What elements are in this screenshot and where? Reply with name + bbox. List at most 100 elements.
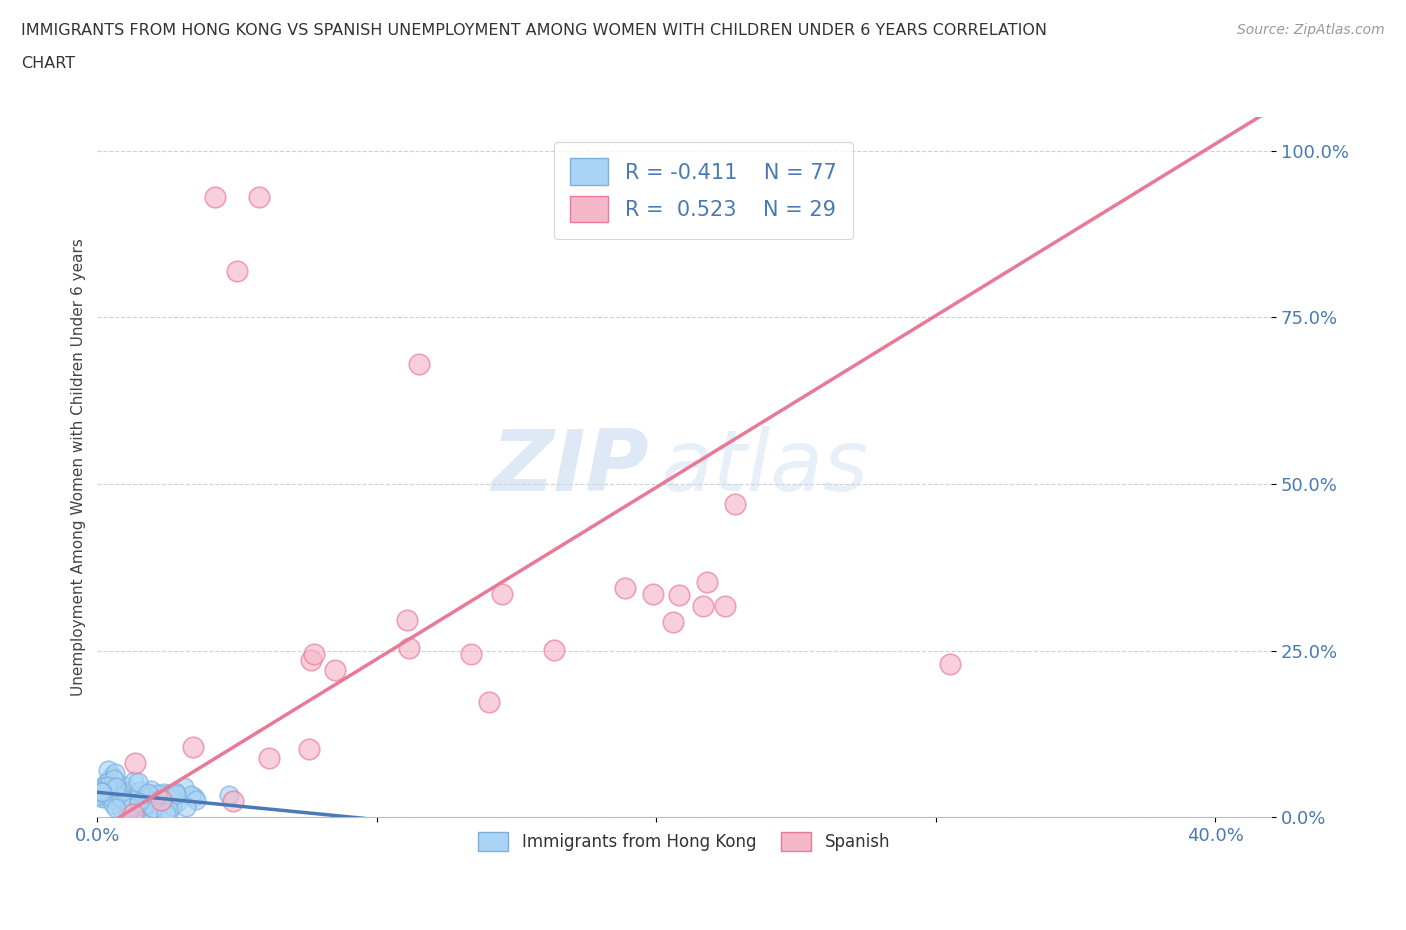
Point	[110, 802, 132, 817]
Point	[257, 751, 280, 765]
Point	[157, 804, 180, 818]
Point	[104, 801, 127, 816]
Point	[96, 788, 118, 803]
Point	[89, 784, 111, 799]
Point	[204, 190, 226, 205]
Point	[128, 789, 150, 804]
Legend: Immigrants from Hong Kong, Spanish: Immigrants from Hong Kong, Spanish	[472, 826, 897, 858]
Point	[614, 581, 637, 596]
Point	[104, 779, 127, 794]
Point	[396, 613, 419, 628]
Point	[117, 804, 139, 818]
Point	[103, 772, 125, 787]
Point	[491, 587, 513, 602]
Point	[101, 768, 124, 783]
Point	[105, 787, 128, 802]
Point	[103, 793, 125, 808]
Point	[93, 786, 115, 801]
Point	[157, 786, 180, 801]
Point	[114, 778, 136, 793]
Point	[118, 800, 141, 815]
Point	[184, 792, 207, 807]
Point	[142, 801, 165, 816]
Point	[101, 791, 124, 806]
Point	[249, 190, 271, 205]
Point	[323, 662, 346, 677]
Text: ZIP: ZIP	[491, 426, 650, 509]
Point	[692, 599, 714, 614]
Point	[101, 779, 124, 794]
Point	[90, 785, 112, 800]
Point	[124, 800, 146, 815]
Point	[149, 792, 172, 807]
Point	[668, 588, 690, 603]
Text: Source: ZipAtlas.com: Source: ZipAtlas.com	[1237, 23, 1385, 37]
Point	[163, 784, 186, 799]
Point	[139, 808, 162, 823]
Point	[114, 791, 136, 806]
Text: atlas: atlas	[661, 426, 869, 509]
Point	[478, 695, 501, 710]
Point	[302, 646, 325, 661]
Point	[125, 796, 148, 811]
Point	[118, 807, 141, 822]
Point	[713, 599, 735, 614]
Point	[165, 787, 187, 802]
Point	[97, 763, 120, 777]
Point	[128, 783, 150, 798]
Point	[135, 796, 157, 811]
Point	[298, 741, 321, 756]
Point	[114, 794, 136, 809]
Point	[90, 789, 112, 804]
Point	[543, 643, 565, 658]
Point	[153, 786, 176, 801]
Point	[90, 785, 112, 800]
Point	[136, 786, 159, 801]
Point	[938, 657, 960, 671]
Point	[132, 803, 155, 817]
Point	[174, 800, 197, 815]
Point	[134, 799, 156, 814]
Point	[183, 789, 205, 804]
Point	[222, 794, 245, 809]
Point	[120, 793, 142, 808]
Point	[139, 783, 162, 798]
Point	[110, 784, 132, 799]
Point	[180, 788, 202, 803]
Point	[117, 786, 139, 801]
Point	[398, 641, 420, 656]
Point	[148, 789, 170, 804]
Point	[724, 497, 747, 512]
Point	[160, 787, 183, 802]
Point	[110, 790, 132, 805]
Point	[181, 739, 204, 754]
Point	[226, 263, 249, 278]
Point	[110, 792, 132, 807]
Point	[98, 772, 121, 787]
Point	[136, 791, 159, 806]
Point	[98, 782, 121, 797]
Point	[91, 779, 114, 794]
Y-axis label: Unemployment Among Women with Children Under 6 years: Unemployment Among Women with Children U…	[72, 238, 86, 697]
Point	[408, 356, 430, 371]
Point	[122, 806, 145, 821]
Point	[127, 775, 149, 790]
Text: CHART: CHART	[21, 56, 75, 71]
Point	[89, 788, 111, 803]
Point	[696, 575, 718, 590]
Point	[173, 780, 195, 795]
Point	[111, 790, 134, 805]
Point	[122, 774, 145, 789]
Text: IMMIGRANTS FROM HONG KONG VS SPANISH UNEMPLOYMENT AMONG WOMEN WITH CHILDREN UNDE: IMMIGRANTS FROM HONG KONG VS SPANISH UNE…	[21, 23, 1047, 38]
Point	[98, 783, 121, 798]
Point	[138, 788, 160, 803]
Point	[97, 787, 120, 802]
Point	[91, 790, 114, 805]
Point	[124, 755, 146, 770]
Point	[117, 784, 139, 799]
Point	[218, 788, 240, 803]
Point	[155, 805, 177, 820]
Point	[105, 789, 128, 804]
Point	[96, 778, 118, 793]
Point	[163, 791, 186, 806]
